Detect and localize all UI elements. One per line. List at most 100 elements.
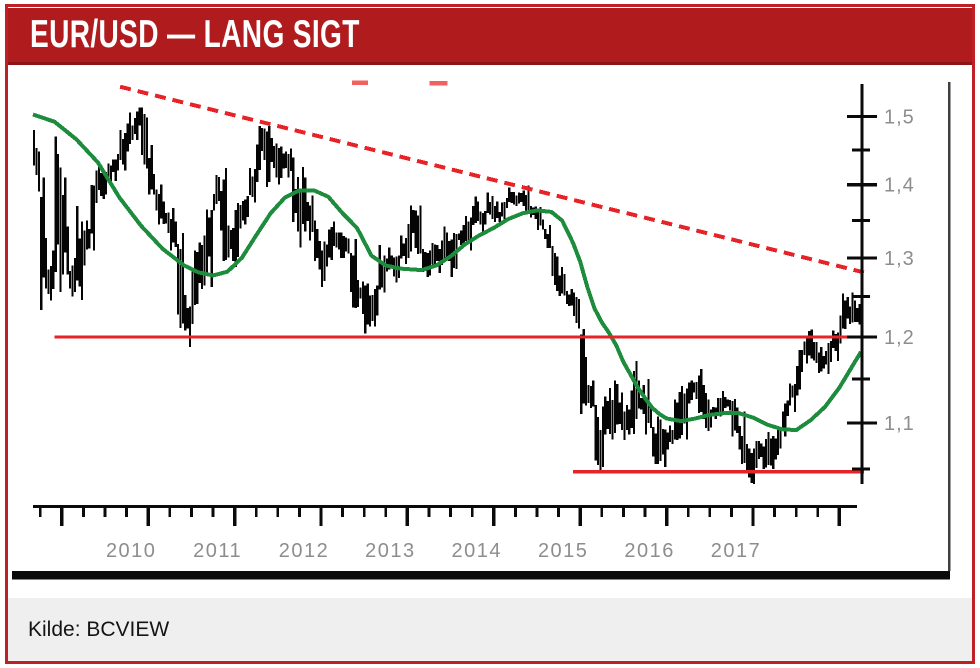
price-bar bbox=[359, 287, 362, 299]
price-bar bbox=[798, 350, 801, 390]
price-bar bbox=[678, 392, 681, 439]
price-bar bbox=[59, 167, 62, 292]
price-bar bbox=[765, 439, 768, 468]
price-bar bbox=[741, 436, 744, 465]
price-bar bbox=[174, 221, 177, 248]
price-bar bbox=[537, 208, 540, 231]
price-bar bbox=[289, 148, 292, 171]
price-bar bbox=[222, 179, 225, 261]
price-bar bbox=[117, 154, 120, 171]
price-bar bbox=[493, 206, 496, 223]
price-bar bbox=[33, 129, 36, 166]
price-bar bbox=[558, 275, 561, 296]
price-bar bbox=[400, 235, 403, 259]
price-bar bbox=[37, 151, 40, 192]
price-bar bbox=[846, 297, 849, 319]
x-year-label: 2011 bbox=[193, 540, 242, 562]
price-bar bbox=[165, 213, 168, 224]
price-bar bbox=[599, 429, 602, 473]
price-bar bbox=[589, 386, 592, 408]
price-bar bbox=[210, 210, 213, 288]
price-bar bbox=[129, 112, 132, 145]
y-tick-label: 1,3 bbox=[884, 248, 915, 270]
y-tick-label: 1,1 bbox=[884, 413, 915, 435]
price-bar bbox=[450, 239, 453, 278]
price-bar bbox=[585, 356, 588, 406]
price-bar bbox=[352, 255, 355, 308]
price-bar bbox=[306, 201, 309, 221]
price-bar bbox=[637, 380, 640, 409]
price-bar bbox=[61, 194, 64, 275]
price-bar bbox=[208, 217, 211, 257]
price-bar bbox=[251, 176, 254, 197]
price-bar bbox=[508, 187, 511, 202]
price-bar bbox=[227, 225, 230, 258]
price-bar bbox=[409, 205, 412, 252]
price-bar bbox=[114, 159, 117, 182]
x-year-label: 2014 bbox=[452, 540, 503, 562]
price-bar bbox=[287, 153, 290, 178]
price-bar bbox=[258, 125, 261, 170]
price-bar bbox=[309, 205, 312, 241]
price-bar bbox=[333, 221, 336, 246]
price-bar bbox=[671, 430, 674, 445]
price-bar bbox=[690, 380, 693, 400]
price-bar bbox=[249, 167, 252, 195]
price-bar bbox=[213, 194, 216, 211]
price-bar bbox=[383, 255, 386, 293]
price-bar bbox=[189, 306, 192, 347]
price-bar bbox=[277, 148, 280, 185]
price-bar bbox=[748, 448, 751, 478]
price-bar bbox=[148, 157, 151, 195]
price-bar bbox=[801, 350, 804, 372]
price-bar bbox=[465, 216, 468, 241]
price-bar bbox=[109, 165, 112, 185]
price-bar bbox=[525, 195, 528, 215]
price-bar bbox=[35, 148, 38, 175]
price-bar bbox=[357, 280, 360, 307]
price-bar bbox=[616, 384, 619, 425]
price-bar bbox=[294, 188, 297, 213]
price-bar bbox=[688, 382, 691, 404]
x-year-label: 2016 bbox=[624, 540, 675, 562]
price-bar bbox=[645, 401, 648, 435]
price-bar bbox=[102, 174, 105, 199]
price-bar bbox=[657, 416, 660, 464]
price-bar bbox=[738, 426, 741, 450]
price-bar bbox=[810, 329, 813, 359]
price-bar bbox=[664, 429, 667, 467]
price-bar bbox=[81, 221, 84, 300]
price-bar bbox=[268, 125, 271, 183]
title-bar: EUR/USD — LANG SIGT bbox=[8, 8, 972, 65]
price-bar bbox=[849, 306, 852, 324]
price-bar bbox=[179, 249, 182, 328]
price-bar bbox=[448, 241, 451, 261]
price-bar bbox=[417, 215, 420, 254]
y-tick-label: 1,5 bbox=[884, 107, 915, 129]
price-bar bbox=[472, 206, 475, 225]
price-bar bbox=[695, 382, 698, 400]
price-bar bbox=[335, 232, 338, 248]
price-bar bbox=[198, 242, 201, 283]
chart-title: EUR/USD — LANG SIGT bbox=[30, 13, 360, 56]
price-bar bbox=[196, 251, 199, 304]
y-tick-label: 1,4 bbox=[884, 175, 915, 197]
price-bar bbox=[234, 210, 237, 267]
price-bar bbox=[313, 220, 316, 262]
price-bar bbox=[460, 230, 463, 246]
price-bar bbox=[155, 189, 158, 211]
price-bar bbox=[265, 131, 268, 187]
price-bar bbox=[181, 233, 184, 324]
price-bar bbox=[731, 400, 734, 437]
price-bar bbox=[275, 143, 278, 178]
price-bar bbox=[193, 250, 196, 306]
price-bar bbox=[553, 253, 556, 285]
price-bar bbox=[429, 250, 432, 276]
price-bar bbox=[217, 176, 220, 201]
price-bar bbox=[323, 241, 326, 281]
price-bar bbox=[654, 433, 657, 465]
price-bar bbox=[822, 356, 825, 369]
price-bar bbox=[568, 294, 571, 307]
price-bar bbox=[717, 398, 720, 415]
price-bar bbox=[489, 201, 492, 215]
